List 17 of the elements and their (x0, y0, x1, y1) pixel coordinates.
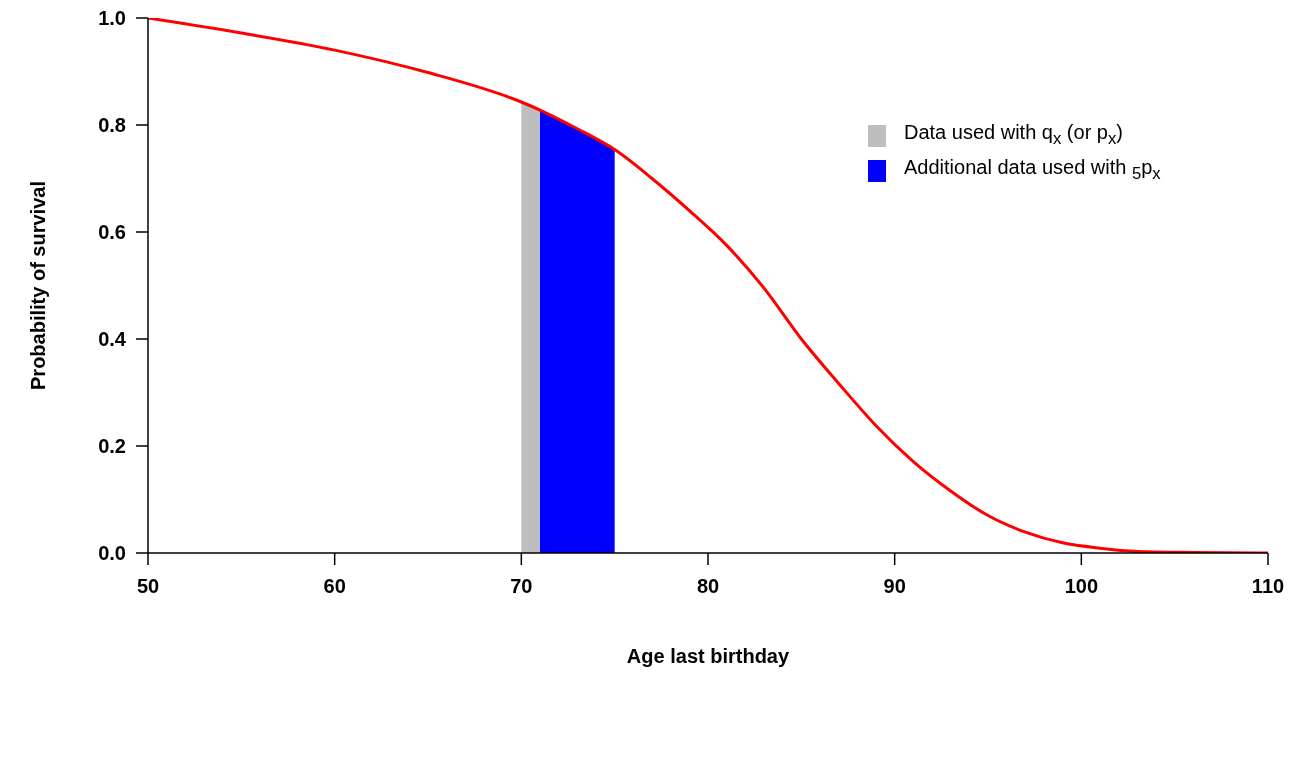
x-tick-label: 70 (510, 575, 533, 598)
x-tick-label: 100 (1064, 575, 1099, 598)
y-tick-label: 0.6 (98, 221, 126, 244)
y-tick-label: 1.0 (98, 7, 126, 30)
x-tick-label: 50 (136, 575, 160, 598)
y-tick-label: 0.4 (98, 328, 127, 351)
y-tick-label: 0.0 (98, 542, 126, 565)
x-tick-label: 110 (1251, 575, 1285, 598)
y-tick-label: 0.2 (98, 435, 126, 458)
x-tick-label: 90 (883, 575, 906, 598)
legend-label: Data used with q$_{x}$ (or p$_{x}$) (904, 120, 1123, 150)
x-axis-title: Age last birthday (626, 645, 790, 667)
y-tick-label: 0.8 (98, 114, 126, 137)
x-tick-label: 60 (323, 575, 346, 598)
y-axis-title: Probability of survival (27, 181, 50, 390)
legend-label: Additional data used with $_{5}$p$_{x}$ (904, 155, 1161, 185)
x-tick-label: 80 (696, 575, 720, 598)
